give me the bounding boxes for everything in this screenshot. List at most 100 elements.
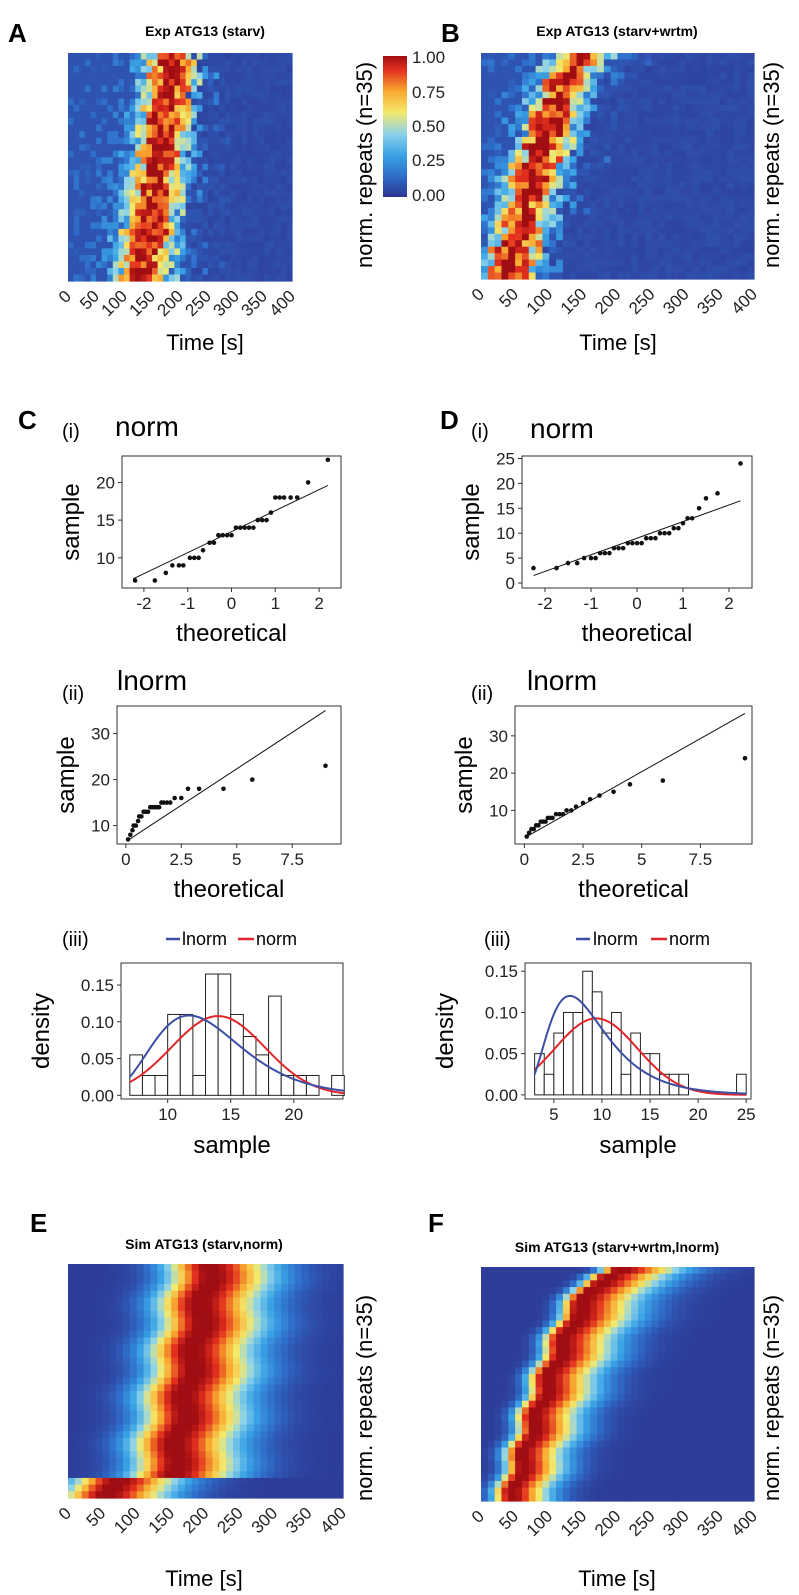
heatmap-cell xyxy=(146,241,153,250)
heatmap-cell xyxy=(747,220,755,228)
heatmap-cell xyxy=(253,1404,262,1412)
heatmap-cell xyxy=(294,1317,303,1325)
heatmap-cell xyxy=(624,1353,632,1362)
heatmap-cell xyxy=(146,118,153,126)
heatmap-cell xyxy=(562,1320,571,1328)
heatmap-cell xyxy=(68,1411,76,1419)
heatmap-cell xyxy=(68,202,75,210)
heatmap-cell xyxy=(569,259,578,267)
heatmap-cell xyxy=(315,1377,323,1385)
heatmap-cell xyxy=(733,1307,741,1315)
heatmap-cell xyxy=(308,1444,317,1452)
heatmap-cell xyxy=(109,1457,117,1466)
heatmap-cell xyxy=(118,150,125,158)
heatmap-cell xyxy=(637,1340,646,1348)
heatmap-cell xyxy=(583,201,591,209)
heatmap-cell xyxy=(528,182,537,190)
heatmap-cell xyxy=(143,1317,152,1325)
heatmap-cell xyxy=(253,1411,262,1419)
heatmap-cell xyxy=(274,1404,282,1412)
heatmap-cell xyxy=(116,1270,124,1278)
heatmap-cell xyxy=(224,196,231,204)
heatmap-cell xyxy=(185,235,192,243)
heatmap-cell xyxy=(129,274,136,282)
heatmap-cell xyxy=(603,253,612,261)
heatmap-cell xyxy=(184,1451,193,1459)
heatmap-cell xyxy=(102,1417,110,1426)
heatmap-cell xyxy=(569,1340,578,1348)
heatmap-cell xyxy=(521,246,530,254)
heatmap-cell xyxy=(168,196,175,204)
heatmap-cell xyxy=(535,253,544,261)
heatmap-cell xyxy=(644,188,653,196)
heatmap-cell xyxy=(590,272,598,280)
heatmap-cell xyxy=(535,272,544,280)
heatmap-cell xyxy=(583,1320,591,1328)
heatmap-cell xyxy=(152,144,159,152)
heatmap-cell xyxy=(230,105,237,113)
heatmap-cell xyxy=(597,124,605,132)
heatmap-cell xyxy=(168,118,175,126)
heatmap-cell xyxy=(101,92,108,100)
heatmap-cell xyxy=(260,1324,268,1332)
heatmap-cell xyxy=(494,1347,503,1355)
heatmap-cell xyxy=(164,1330,172,1339)
heatmap-cell xyxy=(95,1370,103,1379)
heatmap-cell xyxy=(665,53,673,61)
heatmap-cell xyxy=(247,228,254,236)
heatmap-cell xyxy=(241,209,248,217)
heatmap-cell xyxy=(171,1310,179,1319)
heatmap-cell xyxy=(301,1324,310,1332)
heatmap-cell xyxy=(699,240,707,248)
heatmap-cell xyxy=(678,53,687,61)
heatmap-cell xyxy=(740,201,748,209)
heatmap-cell xyxy=(678,1307,687,1315)
heatmap-cell xyxy=(112,228,119,236)
heatmap-cell xyxy=(152,202,159,210)
heatmap-cell xyxy=(672,1387,680,1395)
heatmap-cell xyxy=(73,261,80,269)
heatmap-cell xyxy=(576,220,584,228)
heatmap-cell xyxy=(129,1451,138,1459)
heatmap-cell xyxy=(236,170,243,178)
heatmap-cell xyxy=(644,1380,653,1388)
heatmap-cell xyxy=(68,1477,76,1486)
heatmap-cell xyxy=(624,1327,632,1335)
heatmap-cell xyxy=(178,1411,186,1419)
heatmap-cell xyxy=(329,1411,337,1419)
heatmap-cell xyxy=(136,1370,145,1379)
heatmap-cell xyxy=(487,1280,496,1288)
heatmap-cell xyxy=(576,201,584,209)
heatmap-cell xyxy=(81,1437,90,1446)
heatmap-cell xyxy=(603,162,612,170)
heatmap-cell xyxy=(205,1310,213,1319)
heatmap-cell xyxy=(535,240,544,248)
heatmap-cell xyxy=(253,1384,262,1392)
heatmap-cell xyxy=(205,1391,213,1399)
heatmap-cell xyxy=(95,1337,103,1345)
heatmap-cell xyxy=(685,233,694,241)
heatmap-cell xyxy=(583,207,591,216)
heatmap-cell xyxy=(286,111,293,119)
heatmap-cell xyxy=(102,1384,110,1392)
heatmap-cell xyxy=(74,1310,83,1319)
heatmap-cell xyxy=(556,246,564,254)
heatmap-cell xyxy=(191,1297,200,1305)
heatmap-cell xyxy=(597,1360,605,1368)
heatmap-cell xyxy=(185,92,192,100)
heatmap-cell xyxy=(747,130,755,138)
heatmap-cell xyxy=(719,182,728,190)
heatmap-cell xyxy=(269,196,276,204)
heatmap-cell xyxy=(74,1431,83,1439)
heatmap-cell xyxy=(665,201,673,209)
heatmap-cell xyxy=(129,1471,138,1479)
heatmap-cell xyxy=(556,111,564,119)
heatmap-cell xyxy=(528,1280,537,1288)
heatmap-cell xyxy=(631,188,639,196)
heatmap-cell xyxy=(123,1364,131,1372)
heatmap-cell xyxy=(281,1304,289,1312)
heatmap-cell xyxy=(733,1387,741,1395)
heatmap-cell xyxy=(184,1317,193,1325)
heatmap-cell xyxy=(219,215,226,223)
heatmap-cell xyxy=(226,1484,234,1492)
